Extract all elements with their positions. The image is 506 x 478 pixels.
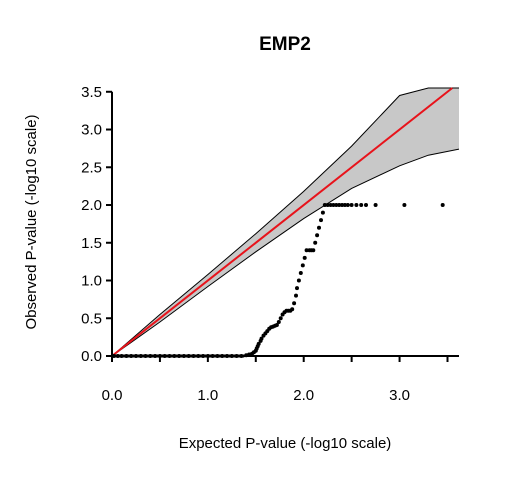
data-point [317, 225, 321, 230]
x-tick-label: 3.0 [389, 387, 410, 404]
data-point [340, 203, 345, 207]
data-point [342, 203, 347, 207]
data-point [256, 341, 261, 346]
data-point [290, 307, 295, 312]
y-tick-label: 3.5 [81, 84, 102, 101]
data-point [359, 203, 364, 207]
data-point [325, 203, 330, 207]
data-point [364, 203, 368, 207]
y-tick-label: 1.5 [81, 235, 102, 252]
y-axis-label: Observed P-value (-log10 scale) [23, 114, 40, 329]
reference-line [111, 87, 453, 357]
y-tick-label: 3.0 [81, 122, 102, 139]
band-upper-edge [111, 87, 459, 357]
data-point [274, 323, 279, 327]
band-lower-edge [111, 148, 460, 357]
y-tick-label: 2.0 [81, 197, 102, 214]
data-point [278, 316, 283, 321]
data-point [373, 203, 378, 207]
data-point [402, 203, 407, 207]
data-point [334, 203, 339, 207]
data-point [440, 203, 445, 207]
y-tick-label: 1.0 [81, 273, 102, 290]
x-tick-label: 0.0 [102, 387, 123, 404]
confidence-band-layer [111, 87, 460, 357]
data-point [302, 255, 307, 260]
data-point [313, 240, 318, 245]
data-point [295, 286, 299, 291]
chart-title: EMP2 [259, 34, 311, 55]
data-point [345, 203, 350, 207]
data-point [276, 320, 281, 324]
data-point [354, 203, 359, 207]
y-tick-label: 0.5 [81, 310, 102, 327]
data-point [322, 203, 327, 207]
data-point [328, 203, 333, 207]
data-point [331, 203, 336, 207]
data-point [296, 278, 301, 283]
data-point [259, 336, 264, 341]
data-point [349, 203, 354, 207]
y-tick-label: 2.5 [81, 159, 102, 176]
confidence-band [112, 88, 459, 356]
data-point [315, 233, 320, 238]
data-point [298, 271, 303, 275]
reference-line-layer [111, 87, 453, 357]
data-point [294, 293, 298, 298]
data-point [304, 248, 309, 253]
data-point [300, 263, 305, 268]
y-tick-label: 0.0 [81, 348, 102, 365]
data-point [320, 210, 325, 215]
x-axis-label: Expected P-value (-log10 scale) [179, 435, 392, 452]
axes-layer: 0.0 0.5 1.0 1.5 2.0 2.5 3.0 3.5 0.0 1.0 2.0 3.0 [81, 84, 459, 404]
x-tick-label: 2.0 [293, 387, 314, 404]
data-point [292, 301, 297, 306]
data-point [337, 203, 342, 207]
x-tick-label: 1.0 [197, 387, 218, 404]
data-point [319, 218, 323, 223]
data-point [311, 248, 316, 253]
